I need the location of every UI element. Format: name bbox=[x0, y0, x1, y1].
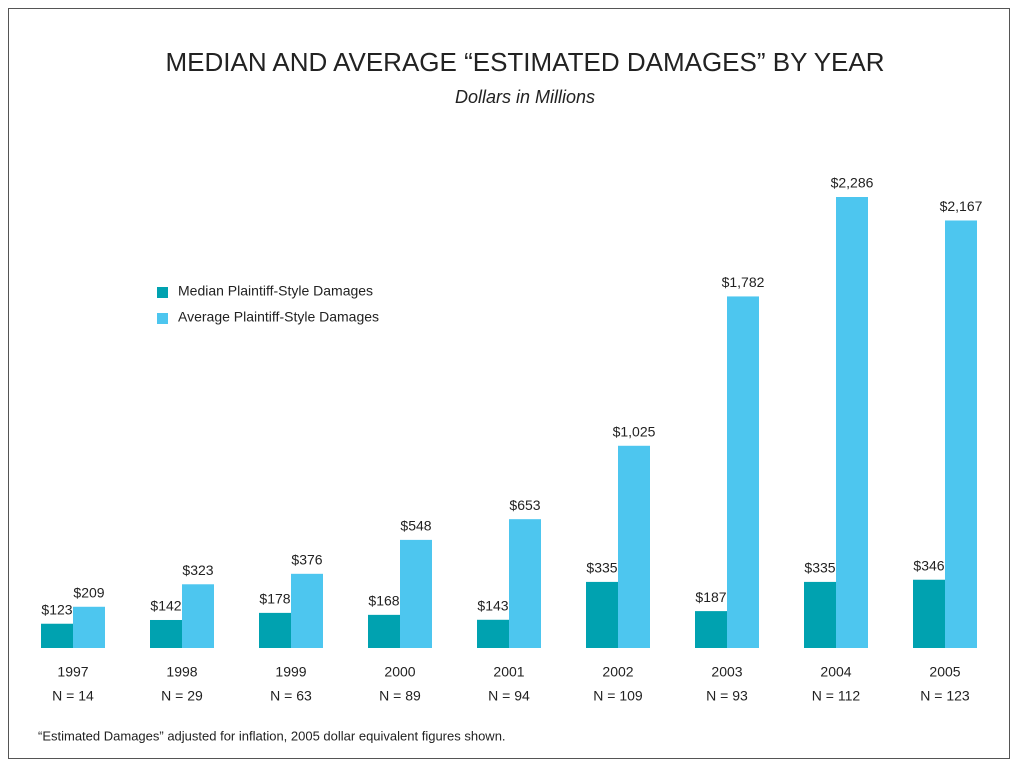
x-tick-label: 2000 bbox=[384, 664, 415, 680]
value-label: $653 bbox=[509, 497, 540, 513]
bar bbox=[913, 579, 945, 648]
value-label: $2,286 bbox=[831, 175, 874, 191]
value-label: $376 bbox=[291, 552, 322, 568]
value-label: $548 bbox=[400, 518, 431, 534]
x-tick-label: 1998 bbox=[166, 664, 197, 680]
value-label: $187 bbox=[695, 589, 726, 605]
x-tick-label: 2003 bbox=[711, 664, 742, 680]
bar bbox=[291, 573, 323, 648]
bar bbox=[150, 619, 182, 648]
bar bbox=[945, 220, 977, 649]
x-tick-label: 2004 bbox=[820, 664, 851, 680]
sample-size: N = 29 bbox=[161, 688, 203, 704]
bar bbox=[618, 445, 650, 648]
legend-swatch bbox=[157, 287, 168, 298]
value-label: $346 bbox=[913, 557, 944, 573]
legend-label: Average Plaintiff-Style Damages bbox=[178, 309, 379, 325]
sample-size: N = 123 bbox=[920, 688, 970, 704]
bar bbox=[73, 606, 105, 648]
bar bbox=[182, 584, 214, 648]
sample-size: N = 63 bbox=[270, 688, 312, 704]
bar bbox=[586, 581, 618, 648]
bar bbox=[400, 539, 432, 648]
chart-subtitle: Dollars in Millions bbox=[455, 87, 595, 107]
value-label: $143 bbox=[477, 597, 508, 613]
value-label: $1,025 bbox=[613, 423, 656, 439]
legend-label: Median Plaintiff-Style Damages bbox=[178, 283, 373, 299]
sample-size: N = 94 bbox=[488, 688, 530, 704]
sample-size: N = 112 bbox=[812, 688, 861, 704]
chart-title: MEDIAN AND AVERAGE “ESTIMATED DAMAGES” B… bbox=[165, 47, 884, 77]
value-label: $323 bbox=[182, 562, 213, 578]
value-label: $2,167 bbox=[940, 198, 983, 214]
bar bbox=[804, 581, 836, 648]
x-tick-label: 1999 bbox=[275, 664, 306, 680]
bar bbox=[727, 296, 759, 648]
x-tick-label: 1997 bbox=[57, 664, 88, 680]
x-tick-label: 2005 bbox=[929, 664, 960, 680]
bar bbox=[509, 519, 541, 648]
bar bbox=[41, 623, 73, 648]
bar bbox=[477, 619, 509, 648]
x-tick-label: 2001 bbox=[493, 664, 524, 680]
value-label: $123 bbox=[41, 601, 72, 617]
legend-swatch bbox=[157, 313, 168, 324]
sample-size: N = 93 bbox=[706, 688, 748, 704]
value-label: $335 bbox=[586, 560, 617, 576]
frame bbox=[8, 8, 1010, 759]
footnote: “Estimated Damages” adjusted for inflati… bbox=[38, 728, 506, 743]
value-label: $335 bbox=[804, 560, 835, 576]
value-label: $178 bbox=[259, 591, 290, 607]
bar bbox=[259, 612, 291, 648]
sample-size: N = 89 bbox=[379, 688, 421, 704]
value-label: $1,782 bbox=[722, 274, 765, 290]
value-label: $142 bbox=[150, 598, 181, 614]
value-label: $168 bbox=[368, 593, 399, 609]
value-label: $209 bbox=[73, 584, 104, 600]
sample-size: N = 109 bbox=[593, 688, 643, 704]
bar bbox=[695, 611, 727, 648]
sample-size: N = 14 bbox=[52, 688, 94, 704]
x-tick-label: 2002 bbox=[602, 664, 633, 680]
bar bbox=[368, 614, 400, 648]
bar bbox=[836, 197, 868, 648]
